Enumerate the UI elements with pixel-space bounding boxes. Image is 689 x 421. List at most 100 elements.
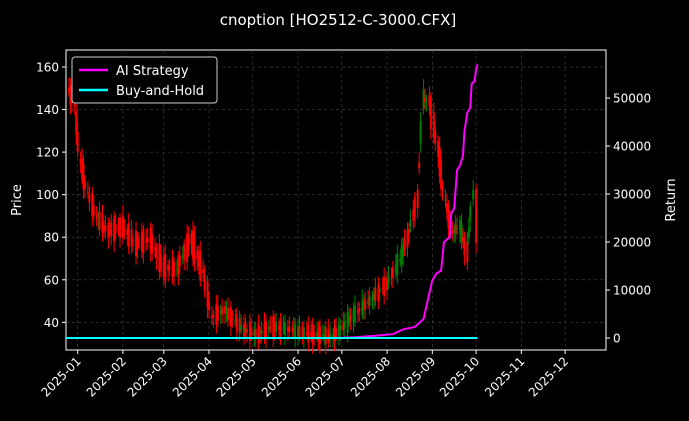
candle-body bbox=[283, 322, 286, 336]
candle-body bbox=[130, 229, 133, 247]
candle-body bbox=[381, 287, 384, 289]
candle-body bbox=[142, 229, 145, 253]
x-tick-label: 2025-01 bbox=[38, 354, 83, 399]
candlestick-series bbox=[67, 77, 478, 355]
candle-body bbox=[294, 324, 297, 338]
candle-body bbox=[466, 241, 469, 263]
candle-body bbox=[428, 95, 431, 107]
candle-body bbox=[275, 323, 278, 332]
x-tick-label: 2025-10 bbox=[437, 354, 482, 399]
candle-body bbox=[101, 213, 104, 233]
y-axis-label-left: Price bbox=[10, 184, 25, 216]
candle-body bbox=[472, 190, 475, 200]
candle-body bbox=[301, 329, 304, 335]
candle-body bbox=[76, 131, 79, 152]
candle-body bbox=[286, 327, 289, 331]
candle-body bbox=[318, 326, 321, 344]
candle-body bbox=[151, 234, 154, 254]
candle-body bbox=[168, 267, 171, 269]
candle-body bbox=[167, 264, 170, 271]
y-right-tick-label: 40000 bbox=[613, 140, 651, 154]
y-left-tick-label: 120 bbox=[36, 146, 59, 160]
candle-body bbox=[298, 326, 301, 337]
candle-body bbox=[419, 120, 422, 144]
candle-body bbox=[132, 240, 135, 242]
candle-body bbox=[337, 324, 340, 337]
candle-body bbox=[356, 309, 359, 314]
candle-body bbox=[97, 217, 100, 220]
candle-body bbox=[313, 332, 316, 337]
candle-body bbox=[208, 301, 211, 311]
chart-title: cnoption [HO2512-C-3000.CFX] bbox=[220, 11, 457, 29]
candle-body bbox=[429, 97, 432, 129]
candle-body bbox=[187, 236, 190, 251]
candle-body bbox=[361, 299, 364, 316]
y-right-tick-label: 10000 bbox=[613, 284, 651, 298]
candle-body bbox=[422, 89, 425, 109]
candle-body bbox=[407, 229, 410, 234]
candle-body bbox=[244, 327, 247, 333]
candle-body bbox=[175, 268, 178, 270]
x-tick-label: 2025-02 bbox=[84, 354, 129, 399]
candle-body bbox=[424, 97, 427, 102]
candle-body bbox=[364, 298, 367, 310]
candle-body bbox=[278, 325, 281, 330]
y-right-tick-label: 0 bbox=[613, 332, 621, 346]
candle-body bbox=[121, 215, 124, 238]
candle-body bbox=[456, 227, 459, 229]
candle-body bbox=[425, 99, 428, 102]
candle-body bbox=[302, 327, 305, 338]
candle-body bbox=[86, 191, 89, 194]
candle-body bbox=[374, 288, 377, 302]
candle-body bbox=[291, 329, 294, 331]
candle-body bbox=[149, 227, 152, 251]
candle-body bbox=[362, 302, 365, 310]
x-tick-label: 2025-05 bbox=[214, 354, 259, 399]
candle-body bbox=[453, 228, 456, 233]
candle-body bbox=[113, 216, 116, 242]
candle-body bbox=[390, 275, 393, 277]
candle-body bbox=[173, 261, 175, 276]
y-left-tick-label: 60 bbox=[44, 273, 59, 287]
candle-body bbox=[107, 223, 110, 239]
candle-body bbox=[335, 328, 337, 337]
candle-body bbox=[136, 237, 139, 249]
candle-body bbox=[79, 158, 82, 163]
x-tick-label: 2025-04 bbox=[170, 354, 215, 399]
candle-body bbox=[394, 264, 397, 273]
candle-body bbox=[444, 199, 447, 201]
candle-body bbox=[92, 205, 95, 216]
candle-body bbox=[243, 323, 246, 337]
candle-body bbox=[434, 130, 437, 144]
y-left-tick-label: 160 bbox=[36, 61, 59, 75]
candle-body bbox=[447, 204, 450, 228]
candle-body bbox=[273, 322, 276, 332]
candle-body bbox=[199, 251, 202, 281]
candle-body bbox=[343, 321, 346, 328]
candle-body bbox=[412, 209, 415, 221]
candle-body bbox=[440, 159, 443, 189]
candle-body bbox=[441, 184, 444, 191]
legend-box bbox=[71, 56, 218, 104]
candle-body bbox=[75, 111, 78, 135]
candle-body bbox=[108, 230, 111, 232]
candle-body bbox=[203, 275, 206, 291]
candle-body bbox=[279, 320, 282, 336]
candle-body bbox=[210, 316, 213, 318]
candle-body bbox=[332, 334, 335, 338]
candle-body bbox=[297, 326, 300, 336]
candle-body bbox=[463, 236, 466, 255]
candle-body bbox=[368, 295, 371, 306]
y-left-tick-label: 40 bbox=[44, 316, 59, 330]
candle-body bbox=[140, 232, 143, 251]
candle-body bbox=[445, 203, 448, 213]
candle-body bbox=[391, 267, 394, 278]
candle-body bbox=[461, 237, 464, 241]
y-left-tick-label: 140 bbox=[36, 103, 59, 117]
candle-body bbox=[367, 301, 370, 304]
candle-body bbox=[437, 140, 440, 157]
candle-body bbox=[400, 246, 403, 264]
candle-body bbox=[240, 325, 243, 331]
candle-body bbox=[82, 163, 85, 190]
y-left-tick-label: 100 bbox=[36, 188, 59, 202]
